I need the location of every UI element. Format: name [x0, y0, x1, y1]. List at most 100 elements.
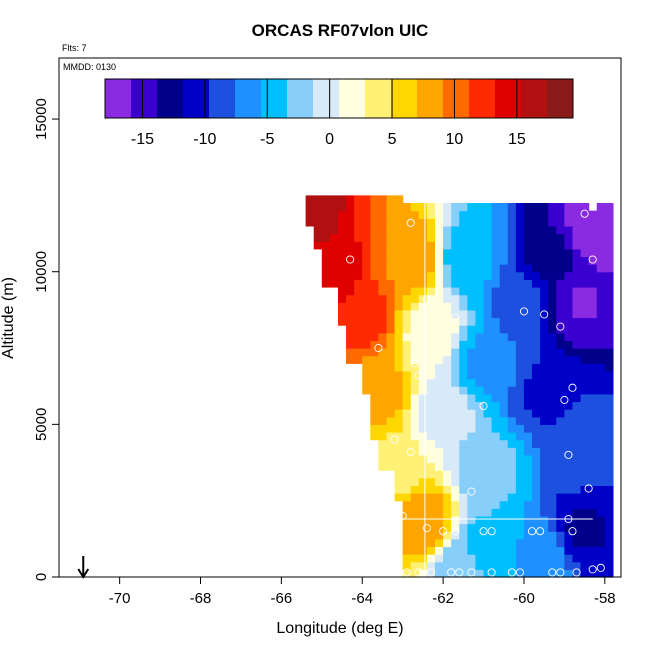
field-cell: [362, 302, 371, 311]
field-cell: [483, 409, 493, 418]
obs-point: [346, 255, 355, 264]
field-cell: [378, 294, 388, 303]
field-cell: [386, 370, 396, 380]
obs-point: [414, 371, 423, 380]
field-cell: [402, 386, 412, 395]
colorbar-swatch: [339, 79, 366, 118]
field-cell: [475, 462, 485, 471]
field-cell: [572, 325, 582, 334]
field-cell: [394, 355, 404, 364]
field-cell: [548, 508, 557, 517]
field-cell: [499, 340, 509, 349]
field-cell: [394, 264, 404, 273]
field-cell: [540, 279, 549, 288]
field-cell: [475, 294, 485, 303]
field-cell: [402, 286, 412, 296]
field-cell: [435, 523, 444, 532]
field-cell: [370, 325, 380, 334]
field-cell: [378, 248, 388, 258]
field-cell: [572, 363, 582, 372]
field-cell: [483, 302, 493, 311]
field-cell: [604, 233, 614, 242]
field-cell: [426, 286, 436, 296]
field-cell: [548, 317, 557, 326]
field-cell: [588, 386, 598, 395]
field-cell: [556, 561, 565, 570]
field-cell: [346, 309, 355, 319]
field-cell: [443, 332, 452, 341]
field-cell: [443, 493, 452, 502]
field-cell: [556, 378, 565, 387]
field-cell: [540, 378, 549, 387]
field-cell: [475, 370, 485, 380]
field-cell: [394, 325, 404, 334]
field-cell: [532, 447, 541, 456]
field-cell: [532, 470, 541, 479]
field-cell: [548, 546, 557, 555]
field-cell: [467, 538, 477, 548]
obs-point: [596, 563, 605, 572]
field-cell: [402, 332, 412, 341]
field-cell: [402, 248, 412, 258]
field-cell: [321, 225, 331, 235]
field-cell: [588, 370, 598, 380]
field-cell: [491, 500, 501, 509]
field-cell: [564, 378, 574, 387]
field-cell: [467, 416, 477, 425]
field-cell: [362, 233, 371, 242]
field-cell: [418, 317, 428, 326]
field-cell: [523, 325, 533, 334]
field-cell: [459, 477, 468, 487]
obs-point: [584, 484, 593, 493]
field-cell: [556, 424, 565, 433]
field-cell: [410, 538, 420, 548]
field-cell: [443, 348, 452, 357]
field-cell: [604, 355, 614, 364]
field-cell: [362, 355, 371, 364]
field-cell: [580, 470, 590, 479]
field-cell: [402, 325, 412, 334]
field-cell: [410, 309, 420, 319]
field-cell: [596, 493, 606, 502]
field-cell: [467, 370, 477, 380]
field-cell: [556, 462, 565, 471]
field-cell: [426, 233, 436, 242]
field-cell: [362, 241, 371, 250]
field-cell: [402, 431, 412, 441]
field-cell: [596, 233, 606, 242]
field-cell: [540, 508, 549, 517]
field-cell: [483, 248, 493, 258]
field-cell: [604, 561, 614, 570]
field-cell: [418, 286, 428, 296]
colorbar-tick-label: -10: [193, 131, 216, 148]
field-cell: [564, 233, 574, 242]
field-cell: [337, 271, 347, 280]
field-cell: [451, 500, 460, 509]
field-cell: [572, 210, 582, 219]
field-cell: [532, 309, 541, 319]
field-cell: [459, 286, 468, 296]
field-cell: [451, 378, 460, 387]
field-cell: [483, 431, 493, 441]
field-cell: [459, 279, 468, 288]
field-cell: [596, 561, 606, 570]
field-cell: [362, 325, 371, 334]
field-cell: [556, 248, 565, 258]
field-cell: [499, 210, 509, 219]
field-cell: [394, 294, 404, 303]
field-cell: [564, 454, 574, 464]
field-cell: [507, 363, 517, 372]
field-cell: [580, 248, 590, 258]
field-cell: [386, 462, 396, 471]
field-cell: [483, 210, 493, 219]
field-cell: [435, 538, 444, 548]
field-cell: [564, 302, 574, 311]
field-cell: [564, 203, 574, 212]
field-cell: [604, 462, 614, 471]
field-cell: [402, 210, 412, 219]
field-cell: [596, 294, 606, 303]
field-cell: [588, 340, 598, 349]
field-cell: [305, 195, 315, 204]
field-cell: [467, 286, 477, 296]
field-cell: [588, 279, 598, 288]
